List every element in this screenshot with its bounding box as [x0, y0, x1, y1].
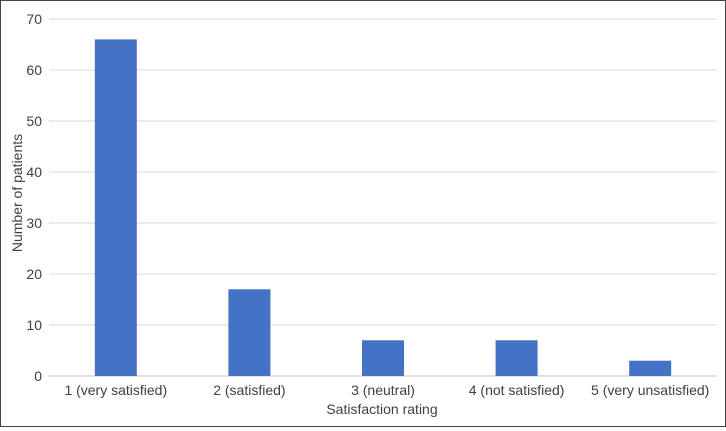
y-tick-label: 60 [26, 62, 42, 78]
bar [228, 289, 271, 376]
x-tick-label: 3 (neutral) [351, 382, 415, 398]
y-tick-label: 10 [26, 317, 42, 333]
bar [94, 39, 137, 377]
bar [629, 360, 672, 376]
y-axis-title: Number of patients [9, 134, 25, 252]
y-tick-label: 40 [26, 164, 42, 180]
y-tick-label: 0 [34, 368, 42, 384]
bar [495, 340, 538, 376]
x-axis-title: Satisfaction rating [326, 401, 437, 417]
y-axis-ticks: 0 10 20 30 40 50 60 70 [26, 11, 42, 384]
x-tick-label: 4 (not satisfied) [469, 382, 565, 398]
y-tick-label: 50 [26, 113, 42, 129]
gridlines [49, 18, 717, 377]
x-tick-label: 2 (satisfied) [213, 382, 285, 398]
x-tick-label: 1 (very satisfied) [64, 382, 167, 398]
bar-series [94, 39, 672, 377]
x-axis-ticks: 1 (very satisfied) 2 (satisfied) 3 (neutra… [64, 382, 709, 398]
bar [362, 340, 404, 376]
x-tick-label: 5 (very unsatisfied) [591, 382, 709, 398]
y-tick-label: 30 [26, 215, 42, 231]
y-tick-label: 20 [26, 266, 42, 282]
y-tick-label: 70 [26, 11, 42, 27]
